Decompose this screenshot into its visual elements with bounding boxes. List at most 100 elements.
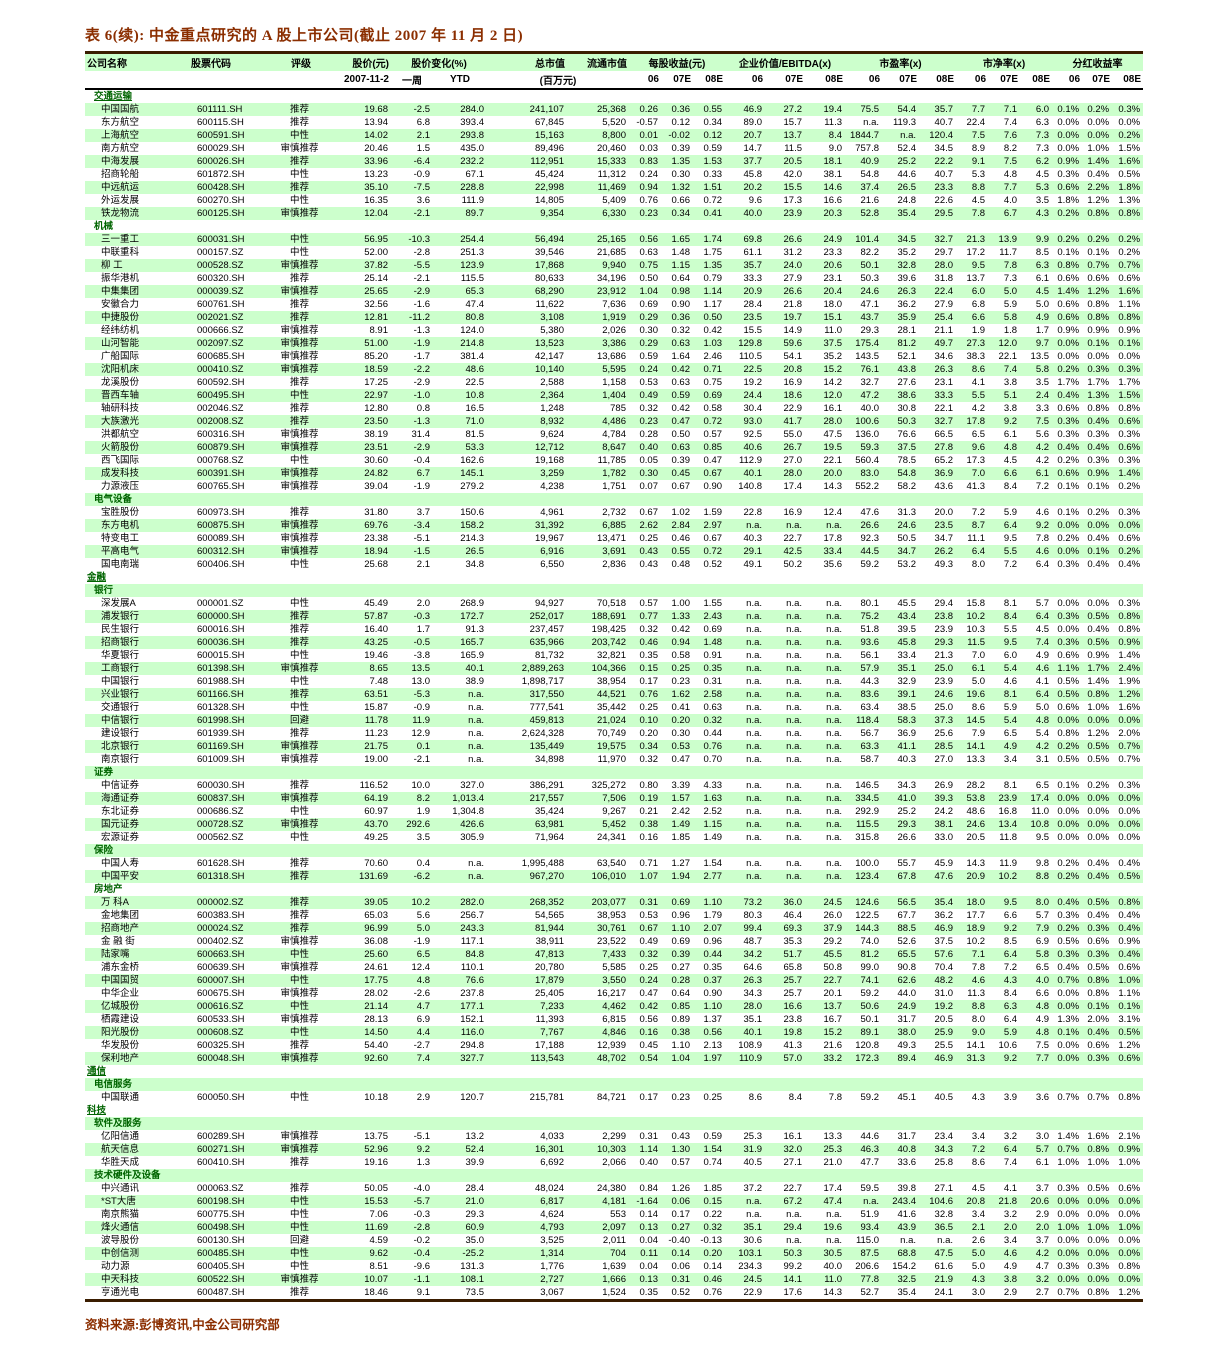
value-cell: 48.6 (966, 806, 986, 817)
value-cell: 5.5 (1003, 546, 1018, 557)
company-name: 中创信测 (101, 1248, 140, 1259)
value-cell: 19,575 (596, 741, 626, 752)
table-row: 铁龙物流 600125.SH 审慎推荐 12.04 -2.1 89.7 9,354 6,330… (85, 207, 1144, 220)
stock-code: 600663.SH (197, 949, 245, 960)
value-cell: 9,267 (602, 806, 626, 817)
stock-code: 600325.SH (197, 1040, 245, 1051)
value-cell: 1.35 (703, 260, 723, 271)
value-cell: 108.1 (460, 1274, 484, 1285)
value-cell: 1.5% (1118, 143, 1141, 154)
value-cell: 76.6 (897, 429, 917, 440)
value-cell: 5.0 (1035, 702, 1050, 713)
value-cell: 1.1% (1118, 988, 1141, 999)
value-cell: 2.46 (703, 351, 723, 362)
value-cell: 92.60 (364, 1053, 388, 1064)
value-cell: 0.5% (1087, 611, 1110, 622)
value-cell: 1,782 (602, 468, 626, 479)
value-cell: 9.0 (828, 143, 843, 154)
company-name: 亿城股份 (101, 1001, 140, 1012)
value-cell: 7.8 (1035, 533, 1050, 544)
value-cell: 1.6% (1087, 1131, 1110, 1142)
company-name: 力源液压 (101, 481, 140, 492)
value-cell: 4.6 (1035, 546, 1050, 557)
value-cell: 0.9% (1118, 936, 1141, 947)
value-cell: 0.1% (1087, 481, 1110, 492)
value-cell: 75.5 (860, 104, 880, 115)
value-cell: 386,291 (529, 780, 564, 791)
value-cell: 25,405 (534, 988, 564, 999)
value-cell: 24.6 (897, 520, 917, 531)
company-name: 烽火通信 (101, 1222, 140, 1233)
value-cell: 0.1% (1087, 247, 1110, 258)
stock-code: 600125.SH (197, 208, 245, 219)
value-cell: 46.9 (743, 104, 763, 115)
eps-07e-subheader: 07E (661, 71, 693, 89)
value-cell: 38.9 (465, 676, 485, 687)
section-cell: 证券 (85, 766, 1143, 779)
value-cell: 64.6 (743, 962, 763, 973)
value-cell: 5.0 (971, 676, 986, 687)
value-cell: 9.2 (1003, 1053, 1018, 1064)
value-cell: 2.9 (1003, 1287, 1018, 1298)
value-cell: 70,749 (596, 728, 626, 739)
value-cell: 140.8 (738, 481, 763, 492)
value-cell: 0.67 (703, 468, 723, 479)
value-cell: n.a. (826, 806, 843, 817)
value-cell: 6.7 (1003, 208, 1018, 219)
col-company-header: 公司名称 (85, 54, 189, 71)
value-cell: 40.5 (743, 1157, 763, 1168)
stock-code: 601398.SH (197, 663, 245, 674)
value-cell: -0.4 (413, 455, 430, 466)
value-cell: 777,541 (529, 702, 564, 713)
value-cell: 203,077 (591, 897, 626, 908)
value-cell: 33.4 (897, 650, 917, 661)
value-cell: 0.35 (703, 663, 723, 674)
value-cell: 0.0% (1087, 1235, 1110, 1246)
value-cell: 34.7 (934, 533, 954, 544)
rating-cell: 推荐 (289, 1040, 309, 1051)
value-cell: n.a. (826, 689, 843, 700)
value-cell: 13.23 (364, 169, 388, 180)
value-cell: 5.8 (1035, 949, 1050, 960)
value-cell: 24.6 (966, 819, 986, 830)
value-cell: 110.9 (738, 1053, 763, 1064)
value-cell: 29.2 (823, 936, 843, 947)
value-cell: -1.7 (413, 351, 430, 362)
value-cell: 0.35 (703, 962, 723, 973)
value-cell: 19.6 (823, 1222, 843, 1233)
value-cell: 83.0 (860, 468, 880, 479)
value-cell: 67.7 (897, 910, 917, 921)
value-cell: 4.2 (1035, 741, 1050, 752)
value-cell: n.a. (786, 806, 803, 817)
value-cell: 11,393 (535, 1014, 564, 1025)
value-cell: 0.39 (671, 949, 691, 960)
value-cell: 51.8 (860, 624, 880, 635)
value-cell: 11.9 (999, 858, 1018, 869)
value-cell: 0.76 (639, 195, 659, 206)
value-cell: 0.44 (703, 728, 723, 739)
value-cell: 0.42 (671, 364, 691, 375)
table-row: 民生银行 600016.SH 推荐 16.40 1.7 91.3 237,457 198,42… (85, 623, 1144, 636)
value-cell: 0.8% (1118, 624, 1141, 635)
value-cell: 13.2 (465, 1131, 485, 1142)
value-cell: 33.3 (934, 390, 954, 401)
value-cell: 65.8 (783, 962, 803, 973)
value-cell: 38.1 (934, 819, 954, 830)
value-cell: 10.3 (966, 624, 986, 635)
value-cell: 39.5 (897, 624, 917, 635)
value-cell: 0.70 (703, 754, 723, 765)
value-cell: 1.51 (703, 182, 723, 193)
value-cell: 37.2 (743, 1183, 763, 1194)
section-cell: 交通运输 (85, 89, 1143, 103)
value-cell: 0.0% (1057, 624, 1080, 635)
value-cell: 2.77 (703, 871, 723, 882)
value-cell: 18.0 (966, 897, 986, 908)
rating-cell: 推荐 (289, 117, 309, 128)
value-cell: 9,624 (540, 429, 564, 440)
value-cell: 1.7% (1087, 663, 1110, 674)
value-cell: 6,817 (540, 1196, 564, 1207)
value-cell: 19,168 (534, 455, 564, 466)
value-cell: 8.4 (1003, 611, 1018, 622)
value-cell: 99.0 (860, 962, 880, 973)
value-cell: 0.0% (1118, 520, 1141, 531)
